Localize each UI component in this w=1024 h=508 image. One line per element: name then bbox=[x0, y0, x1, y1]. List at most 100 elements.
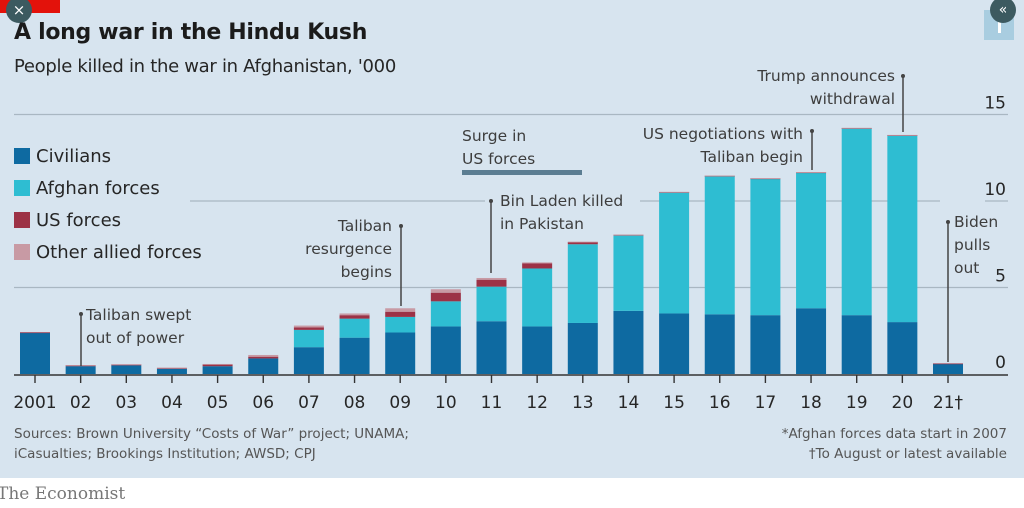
bar-other-allied-forces-09 bbox=[385, 308, 416, 312]
bar-civilians-11 bbox=[476, 321, 507, 374]
footnote-dagger: †To August or latest available bbox=[808, 446, 1007, 462]
bar-us-forces-07 bbox=[293, 327, 324, 330]
bar-other-allied-forces-11 bbox=[476, 277, 507, 280]
annotation-bin-laden: Bin Laden killed in Pakistan bbox=[500, 192, 623, 233]
bar-civilians-07 bbox=[293, 347, 324, 374]
x-tick-label: 2001 bbox=[13, 393, 56, 413]
bar-us-forces-21 bbox=[933, 363, 963, 365]
footnotes: *Afghan forces data start in 2007 †To Au… bbox=[782, 424, 1007, 464]
x-tick-label: 08 bbox=[344, 393, 366, 413]
bar-afghan-forces-20 bbox=[887, 135, 918, 323]
legend-label: US forces bbox=[36, 209, 122, 231]
collapse-chevrons-icon[interactable]: « bbox=[990, 0, 1016, 23]
legend-swatch bbox=[14, 148, 30, 164]
bar-other-allied-forces-05 bbox=[202, 363, 233, 365]
annotation-trump: Trump announces withdrawal bbox=[756, 67, 895, 108]
sources-line: Sources: Brown University “Costs of War”… bbox=[14, 426, 409, 442]
legend: Civilians Afghan forces US forces Other … bbox=[14, 140, 202, 268]
bar-civilians-09 bbox=[385, 332, 416, 374]
bar-us-forces-11 bbox=[476, 279, 507, 287]
economist-brand: The Economist bbox=[0, 484, 126, 504]
bar-civilians-05 bbox=[202, 366, 233, 374]
x-tick-label: 02 bbox=[70, 393, 92, 413]
sources-note: Sources: Brown University “Costs of War”… bbox=[14, 424, 409, 464]
x-tick-label: 04 bbox=[161, 393, 183, 413]
annotation-dot bbox=[901, 74, 905, 78]
bar-afghan-forces-08 bbox=[339, 318, 370, 338]
bar-civilians-19 bbox=[841, 315, 872, 374]
bar-us-forces-06 bbox=[248, 356, 279, 359]
bar-other-allied-forces-16 bbox=[704, 175, 735, 177]
x-tick-label: 11 bbox=[481, 393, 503, 413]
y-tick-label: 10 bbox=[984, 180, 1006, 200]
bar-civilians-13 bbox=[567, 322, 598, 374]
bar-civilians-10 bbox=[430, 326, 461, 374]
bar-other-allied-forces-15 bbox=[659, 191, 690, 193]
x-tick-label: 03 bbox=[115, 393, 137, 413]
legend-label: Civilians bbox=[36, 145, 112, 167]
sources-line: iCasualties; Brookings Institution; AWSD… bbox=[14, 446, 316, 462]
bar-civilians-2001 bbox=[20, 332, 50, 374]
x-tick-label: 09 bbox=[389, 393, 411, 413]
bar-afghan-forces-12 bbox=[522, 268, 553, 327]
bar-afghan-forces-11 bbox=[476, 286, 507, 322]
x-tick-label: 06 bbox=[252, 393, 274, 413]
bar-afghan-forces-14 bbox=[613, 235, 644, 311]
x-tick-label: 14 bbox=[618, 393, 640, 413]
bar-us-forces-2001 bbox=[20, 332, 50, 334]
bar-other-allied-forces-07 bbox=[293, 325, 324, 328]
annotation-taliban-swept: Taliban swept out of power bbox=[85, 306, 191, 347]
bar-civilians-12 bbox=[522, 326, 553, 374]
bar-afghan-forces-17 bbox=[750, 178, 781, 316]
bar-other-allied-forces-06 bbox=[248, 354, 279, 357]
x-tick-label: 18 bbox=[800, 393, 822, 413]
bar-other-allied-forces-03 bbox=[111, 364, 142, 365]
x-tick-label: 15 bbox=[663, 393, 685, 413]
annotation-negotiations: US negotiations with Taliban begin bbox=[643, 125, 803, 166]
legend-label: Afghan forces bbox=[36, 177, 160, 199]
chart-title: A long war in the Hindu Kush bbox=[14, 20, 368, 45]
legend-swatch bbox=[14, 180, 30, 196]
bar-afghan-forces-15 bbox=[659, 192, 690, 314]
bar-other-allied-forces-04 bbox=[156, 367, 187, 369]
x-tick-label: 10 bbox=[435, 393, 457, 413]
x-axis: 2001 02 03 04 05 06 07 08 09 10 11 12 13 14 15 16 17 18 19… bbox=[13, 374, 1008, 413]
annotation-dot bbox=[946, 220, 950, 224]
x-tick-label: 05 bbox=[207, 393, 229, 413]
bar-other-allied-forces-13 bbox=[567, 241, 598, 243]
bar-civilians-14 bbox=[613, 310, 644, 374]
bar-civilians-03 bbox=[111, 365, 142, 374]
bar-other-allied-forces-12 bbox=[522, 262, 553, 264]
bar-civilians-17 bbox=[750, 315, 781, 374]
y-tick-label: 5 bbox=[995, 267, 1006, 287]
bar-other-allied-forces-14 bbox=[613, 234, 644, 236]
bar-other-allied-forces-19 bbox=[841, 127, 872, 129]
bar-us-forces-08 bbox=[339, 315, 370, 319]
annotations: Taliban swept out of power Taliban resurge… bbox=[79, 67, 998, 366]
bar-afghan-forces-13 bbox=[567, 244, 598, 323]
bar-civilians-02 bbox=[65, 366, 96, 374]
close-icon[interactable]: × bbox=[6, 0, 32, 23]
legend-item-civilians: Civilians bbox=[14, 140, 202, 172]
bar-afghan-forces-18 bbox=[796, 172, 827, 309]
bar-afghan-forces-16 bbox=[704, 175, 735, 315]
bar-other-allied-forces-08 bbox=[339, 313, 370, 316]
bar-afghan-forces-19 bbox=[841, 128, 872, 316]
bar-other-allied-forces-10 bbox=[430, 289, 461, 293]
y-tick-label: 15 bbox=[984, 94, 1006, 114]
x-tick-label: 13 bbox=[572, 393, 594, 413]
bar-us-forces-10 bbox=[430, 292, 461, 302]
annotation-biden: Biden pulls out bbox=[954, 213, 998, 277]
annotation-dot bbox=[79, 312, 83, 316]
bar-civilians-06 bbox=[248, 358, 279, 374]
bar-civilians-08 bbox=[339, 337, 370, 374]
y-tick-label: 0 bbox=[995, 353, 1006, 373]
bar-afghan-forces-07 bbox=[293, 329, 324, 348]
bar-civilians-20 bbox=[887, 322, 918, 374]
bar-civilians-04 bbox=[156, 368, 187, 374]
legend-item-other-allied: Other allied forces bbox=[14, 236, 202, 268]
x-tick-label: 12 bbox=[526, 393, 548, 413]
bar-other-allied-forces-20 bbox=[887, 134, 918, 136]
legend-item-us-forces: US forces bbox=[14, 204, 202, 236]
